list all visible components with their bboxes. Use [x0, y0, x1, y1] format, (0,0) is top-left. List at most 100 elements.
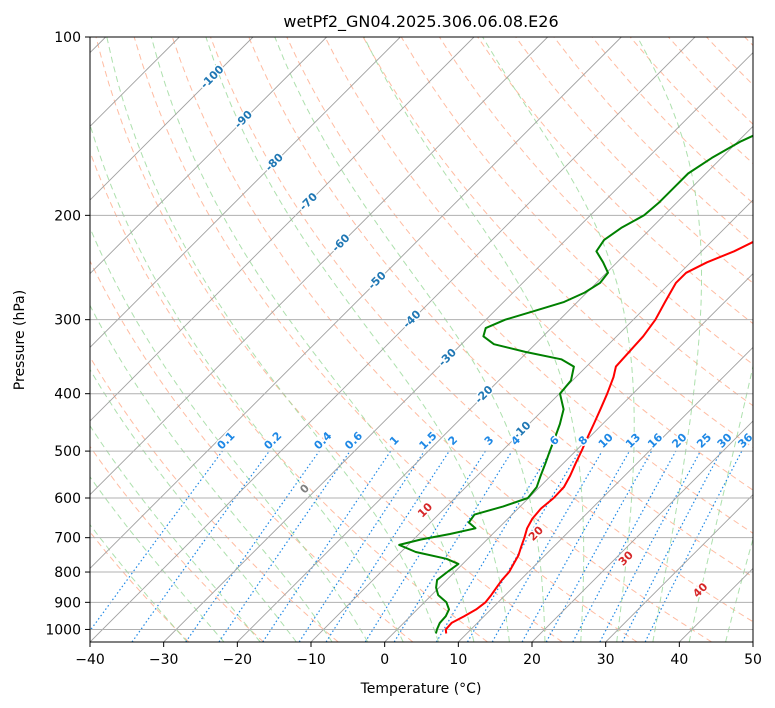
- mixing-ratio-line: [90, 450, 223, 632]
- series-layer: [398, 134, 753, 634]
- x-tick-label: −20: [223, 652, 253, 668]
- mixing-ratio-label: 25: [694, 431, 714, 451]
- chart-title: wetPf2_GN04.2025.306.06.08.E26: [283, 12, 558, 32]
- mixing-ratio-label: 1: [387, 433, 402, 448]
- dry-adiabat-line: [90, 531, 190, 642]
- mixing-ratio-label: 0.6: [342, 429, 365, 452]
- dry-adiabat-line: [591, 37, 753, 204]
- y-tick-label: 300: [54, 313, 81, 329]
- isopleth-labels: -100-90-80-70-60-50-40-30-20-10010203040…: [196, 61, 753, 602]
- dry-adiabat-line: [90, 445, 264, 642]
- temperature-profile-line: [444, 240, 753, 634]
- dry-adiabat-label: -50: [365, 269, 388, 292]
- isotherm-line: [384, 273, 753, 642]
- isotherm-line: [605, 494, 753, 642]
- moist-adiabat-line: [205, 37, 510, 642]
- y-tick-label: 500: [54, 444, 81, 460]
- y-axis-title: Pressure (hPa): [12, 290, 28, 390]
- mixing-ratio-line: [545, 450, 653, 642]
- y-tick-label: 1000: [45, 622, 81, 638]
- moist-adiabat-line: [688, 363, 753, 642]
- plot-frame: [89, 36, 754, 643]
- mixing-ratio-line: [131, 450, 270, 642]
- dry-adiabat-label: -100: [198, 62, 227, 91]
- moist-adiabat-line: [482, 37, 635, 642]
- moist-adiabat-line: [150, 37, 475, 642]
- dry-adiabat-label: -60: [329, 231, 352, 254]
- dry-adiabat-line: [324, 37, 753, 491]
- x-tick-label: −40: [75, 652, 105, 668]
- isotherm-line: [237, 125, 753, 642]
- y-tick-label: 200: [54, 208, 81, 224]
- mixing-ratio-label: 3: [482, 433, 497, 448]
- dry-adiabat-line: [171, 37, 712, 642]
- dry-adiabat-line: [248, 37, 753, 578]
- mixing-ratio-label: 6: [547, 433, 562, 448]
- dry-adiabat-line: [95, 37, 563, 642]
- moist-adiabat-line: [90, 368, 297, 642]
- dry-adiabat-line: [90, 356, 339, 642]
- x-tick-label: 40: [670, 652, 688, 668]
- moist-adiabat-line: [274, 37, 546, 642]
- dry-adiabat-line: [210, 37, 753, 623]
- mixing-ratio-label: 16: [645, 430, 665, 450]
- x-axis-title: Temperature (°C): [360, 681, 482, 697]
- moist-adiabat-line: [90, 523, 188, 642]
- y-tick-label: 100: [54, 30, 81, 46]
- isotherm-line: [679, 567, 753, 642]
- dry-adiabat-label: -20: [472, 383, 495, 406]
- y-tick-label: 700: [54, 531, 81, 547]
- dry-adiabat-label: -90: [232, 108, 255, 131]
- isotherm-line: [90, 37, 475, 422]
- x-tick-label: 10: [449, 652, 467, 668]
- moist-adiabat-line: [636, 37, 702, 642]
- x-tick-label: −30: [149, 652, 179, 668]
- isotherm-line: [90, 37, 622, 569]
- mixing-ratio-line: [572, 450, 677, 642]
- y-tick-label: 800: [54, 565, 81, 581]
- x-tick-label: 30: [597, 652, 615, 668]
- mixing-ratio-line: [262, 450, 392, 642]
- dry-adiabat-line: [706, 37, 753, 86]
- dry-adiabat-label: -30: [436, 346, 459, 369]
- x-tick-label: 0: [380, 652, 389, 668]
- isotherm-line: [90, 37, 696, 642]
- dry-adiabat-line: [668, 37, 753, 125]
- mixing-ratio-line: [521, 450, 631, 642]
- mixing-ratio-line: [218, 450, 351, 642]
- mixing-ratio-label: 30: [715, 430, 735, 450]
- y-tick-label: 400: [54, 387, 81, 403]
- mixing-ratio-label: 13: [623, 431, 643, 451]
- mixing-ratio-line: [466, 450, 580, 642]
- mixing-ratio-label: 1.5: [417, 429, 440, 452]
- x-tick-label: −10: [296, 652, 326, 668]
- dry-adiabat-line: [90, 259, 414, 642]
- dry-adiabat-label: -80: [263, 150, 286, 173]
- isotherm-line: [531, 420, 753, 642]
- moist-adiabat-line: [90, 424, 261, 642]
- mixing-ratio-line: [298, 450, 425, 642]
- y-tick-label: 900: [54, 595, 81, 611]
- mixing-ratio-label: 20: [669, 430, 689, 450]
- moist-adiabat-line: [106, 37, 439, 642]
- isotherm-line: [163, 52, 753, 642]
- mixing-ratio-line: [644, 450, 743, 642]
- moist-adiabat-line: [363, 37, 585, 642]
- y-tick-label: 600: [54, 491, 81, 507]
- isotherm-line: [458, 346, 753, 642]
- isotherm-line: [90, 37, 254, 201]
- mixing-ratio-label: 0.1: [215, 429, 238, 452]
- moist-adiabat-line: [90, 123, 404, 642]
- moist-adiabat-line: [725, 537, 753, 642]
- dry-adiabat-line: [90, 150, 488, 642]
- mixing-ratio-line: [435, 450, 552, 642]
- moist-adiabat-label: 40: [690, 580, 710, 600]
- x-tick-label: 50: [744, 652, 762, 668]
- dry-adiabat-line: [133, 37, 638, 642]
- isotherm-line: [310, 199, 753, 642]
- axis-ticks: −40 −30 −20 −10 0 10 20 30 40 5010020030040050060…: [45, 30, 762, 668]
- dry-adiabat-label: -40: [400, 307, 423, 330]
- moist-adiabat-line: [90, 304, 333, 642]
- mixing-ratio-line: [393, 450, 513, 642]
